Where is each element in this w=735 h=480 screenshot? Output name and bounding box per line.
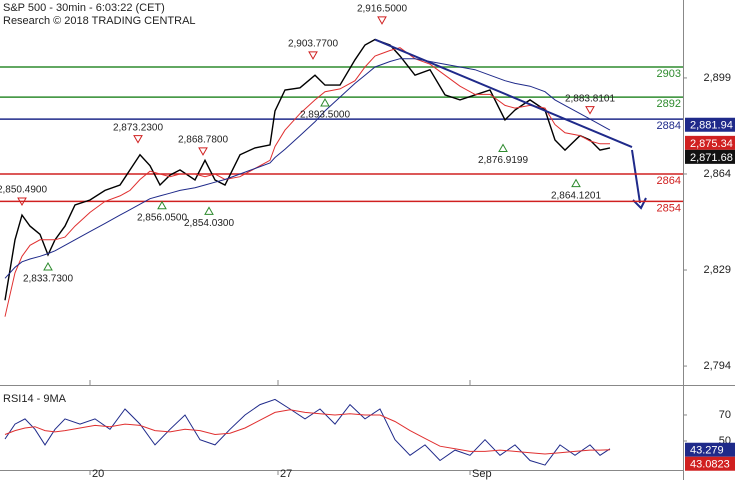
price-tag: [685, 442, 735, 457]
high-marker: [377, 16, 387, 25]
y-tick-label: 70: [719, 409, 731, 421]
y-tick-label: 2,829: [703, 264, 731, 276]
low-marker: [204, 206, 214, 215]
high-label: 2,916.5000: [357, 4, 407, 15]
high-label: 2,873.2300: [113, 122, 163, 133]
x-tick-label: 27: [280, 468, 292, 480]
level-label: 2903: [657, 68, 681, 80]
level-label: 2892: [657, 98, 681, 110]
low-marker: [320, 98, 330, 107]
level-label: 2854: [657, 202, 681, 214]
high-label: 2,850.4900: [0, 185, 47, 196]
series-line: [4, 38, 611, 301]
price-tag-label: 2,881.94: [690, 120, 733, 132]
projection-arrow: [631, 149, 641, 204]
high-marker: [17, 197, 27, 207]
high-marker: [198, 147, 208, 156]
high-marker: [585, 106, 595, 115]
y-tick-label: 2,899: [703, 72, 731, 84]
low-label: 2,876.9199: [478, 155, 528, 166]
low-marker: [43, 262, 53, 271]
price-tag-label: 2,871.68: [690, 152, 733, 164]
low-marker: [498, 143, 508, 153]
price-tag: [685, 149, 735, 164]
high-label: 2,903.7700: [288, 38, 338, 49]
high-marker: [133, 135, 143, 144]
x-tick-label: 20: [92, 468, 104, 480]
chart-subtitle: Research © 2018 TRADING CENTRAL: [3, 15, 196, 27]
price-tag: [685, 117, 735, 132]
x-tick-label: Sep: [472, 468, 492, 480]
low-label: 2,893.5000: [300, 110, 350, 121]
series-line: [4, 47, 610, 317]
price-tag-label: 2,875.34: [690, 138, 733, 150]
low-label: 2,854.0300: [184, 218, 234, 229]
low-label: 2,833.7300: [23, 274, 73, 285]
y-tick-label: 2,794: [703, 360, 731, 372]
series-line: [4, 398, 611, 466]
panel-title: RSI14 - 9MA: [3, 393, 67, 405]
level-label: 2864: [657, 175, 681, 187]
price-tag-label: 43.279: [690, 445, 724, 457]
series-line: [4, 58, 611, 279]
price-tag: [685, 456, 735, 471]
price-tag-label: 43.0823: [690, 459, 730, 471]
series-line: [4, 409, 611, 455]
y-tick-label: 2,864: [703, 168, 731, 180]
low-marker: [571, 178, 581, 188]
price-tag: [685, 135, 735, 150]
low-label: 2,856.0500: [137, 212, 187, 223]
high-label: 2,868.7800: [178, 135, 228, 146]
high-label: 2,883.8101: [565, 93, 615, 104]
trend-line: [374, 38, 633, 149]
low-marker: [157, 200, 167, 210]
high-marker: [308, 51, 318, 60]
low-label: 2,864.1201: [551, 190, 601, 201]
chart-title: S&P 500 - 30min - 6:03:22 (CET): [3, 2, 165, 14]
level-label: 2884: [657, 120, 681, 132]
